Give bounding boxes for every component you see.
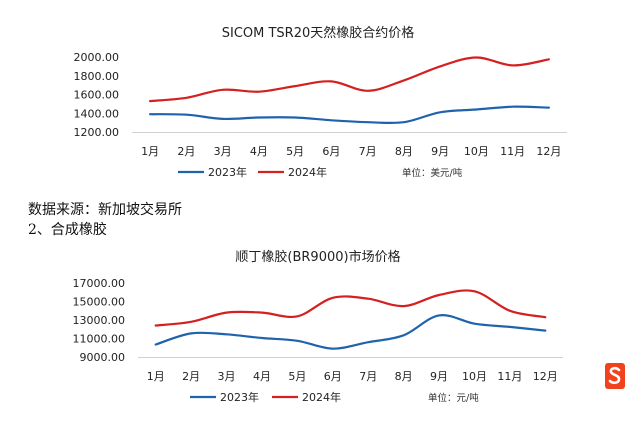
y-tick-label: 1200.00 [74,126,120,139]
series-line-2023年 [154,314,547,350]
series-line-2024年 [149,56,550,103]
y-tick-label: 13000.00 [73,314,126,327]
chart-br9000: 顺丁橡胶(BR9000)市场价格 9000.00 11000.00 13000.00 1… [73,249,563,404]
y-tick-label: 15000.00 [73,296,126,309]
y-tick-label: 17000.00 [73,277,126,290]
series-line-2024年 [154,289,547,327]
y-tick-label: 1800.00 [74,70,120,83]
x-tick-label: 1月 [141,145,159,158]
y-tick-label: 1400.00 [74,107,120,120]
legend-label: 2024年 [302,390,341,404]
source-text: 数据来源：新加坡交易所 [28,202,182,218]
sohu-logo-icon [605,363,625,389]
x-tick-label: 3月 [214,145,232,158]
x-tick-label: 5月 [288,370,306,383]
x-tick-label: 9月 [431,145,449,158]
y-tick-label: 9000.00 [80,351,126,364]
x-tick-label: 10月 [462,370,487,383]
x-tick-label: 8月 [395,370,413,383]
x-tick-label: 11月 [500,145,525,158]
x-tick-label: 6月 [324,370,342,383]
x-tick-label: 10月 [464,145,489,158]
x-tick-label: 7月 [359,370,377,383]
chart-title: 顺丁橡胶(BR9000)市场价格 [235,249,400,265]
x-tick-label: 9月 [430,370,448,383]
x-tick-label: 4月 [250,145,268,158]
legend-label: 2024年 [288,165,327,179]
x-tick-label: 6月 [322,145,340,158]
unit-label: 单位：美元/吨 [402,167,463,179]
x-tick-label: 5月 [286,145,304,158]
x-tick-label: 2月 [177,145,195,158]
series-line-2023年 [149,105,550,125]
section-heading: 2、合成橡胶 [28,222,107,238]
y-tick-label: 11000.00 [73,333,126,346]
x-tick-label: 7月 [359,145,377,158]
chart-tsr20: SICOM TSR20天然橡胶合约价格 1200.00 1400.00 1600.00… [74,25,567,179]
x-tick-label: 11月 [497,370,522,383]
unit-label: 单位：元/吨 [428,392,479,404]
legend-label: 2023年 [220,390,259,404]
y-tick-label: 2000.00 [74,51,120,64]
x-tick-label: 3月 [218,370,236,383]
x-tick-label: 2月 [182,370,200,383]
x-tick-label: 4月 [253,370,271,383]
chart-title: SICOM TSR20天然橡胶合约价格 [222,25,415,41]
y-tick-label: 1600.00 [74,89,120,102]
x-tick-label: 12月 [533,370,558,383]
x-tick-label: 1月 [147,370,165,383]
legend-label: 2023年 [208,165,247,179]
x-tick-label: 12月 [536,145,561,158]
x-tick-label: 8月 [395,145,413,158]
